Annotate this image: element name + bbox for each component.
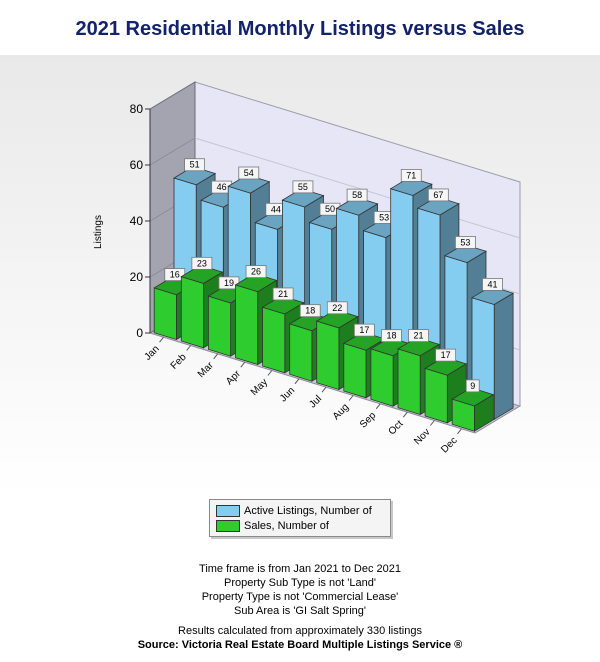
y-tick-label: 0 xyxy=(136,326,143,340)
data-label-active: 71 xyxy=(406,170,416,180)
chart-3d-bar: 0 20 40 60 80 Listings 51 46 54 44 55 50 58 53 71 67 53 4… xyxy=(0,55,600,495)
x-tick xyxy=(321,386,327,393)
bar-active-dec-side xyxy=(493,292,514,421)
y-tick-label: 40 xyxy=(130,214,144,228)
data-label-sales-box xyxy=(272,287,294,301)
bar-sales-may-front xyxy=(262,306,286,374)
data-label-active: 53 xyxy=(460,237,470,247)
bar-sales-jul-front xyxy=(316,320,340,391)
bar-sales-dec xyxy=(451,387,495,432)
x-tick xyxy=(402,411,408,418)
data-label-active-box xyxy=(482,278,503,291)
x-tick xyxy=(429,420,435,426)
data-label-active: 50 xyxy=(325,204,335,214)
footnote-type: Property Type is not 'Commercial Lease' xyxy=(201,591,399,603)
footnote-timeframe: Time frame is from Jan 2021 to Dec 2021 xyxy=(199,563,401,575)
data-label-sales: 23 xyxy=(197,258,207,268)
x-tick xyxy=(375,403,381,410)
footnote-results: Results calculated from approximately 33… xyxy=(178,625,422,637)
bar-sales-oct-front xyxy=(397,348,421,416)
data-label-sales: 22 xyxy=(332,303,342,313)
bar-sales-sep-front xyxy=(370,348,394,407)
footnote-source: Source: Victoria Real Estate Board Multi… xyxy=(137,639,463,651)
data-label-active: 58 xyxy=(352,190,362,200)
x-tick xyxy=(240,361,246,368)
data-label-sales-box xyxy=(435,348,457,362)
x-tick xyxy=(348,395,354,401)
legend: Active Listings, Number of Sales, Number… xyxy=(209,499,391,537)
data-label-sales-box xyxy=(326,301,348,315)
data-label-active-box xyxy=(400,169,422,182)
data-label-active: 67 xyxy=(433,190,443,200)
x-tick xyxy=(267,370,273,376)
y-tick-label: 60 xyxy=(130,158,144,172)
footnote-subtype: Property Sub Type is not 'Land' xyxy=(224,577,376,589)
data-label-sales-box xyxy=(465,379,480,393)
bar-sales-jan-front xyxy=(153,287,177,341)
gridline xyxy=(149,137,196,166)
data-label-active-box xyxy=(238,166,260,180)
y-axis-label: Listings xyxy=(93,215,104,249)
data-label-active: 54 xyxy=(244,168,254,178)
data-label-active: 44 xyxy=(271,204,281,214)
data-label-sales: 26 xyxy=(251,267,261,277)
x-tick xyxy=(457,428,462,435)
data-label-active-box xyxy=(346,188,368,202)
bar-sales-nov-front xyxy=(424,367,448,424)
data-label-sales: 17 xyxy=(359,325,369,335)
y-tick-label: 80 xyxy=(130,102,144,116)
data-label-sales-box xyxy=(299,304,321,318)
data-label-active-box xyxy=(184,158,205,172)
data-label-active: 51 xyxy=(190,160,200,170)
gridline xyxy=(194,137,521,239)
data-label-sales: 18 xyxy=(305,306,315,316)
data-label-sales-box xyxy=(408,329,429,343)
footnotes: Time frame is from Jan 2021 to Dec 2021 … xyxy=(0,562,600,652)
legend-label-active: Active Listings, Number of xyxy=(244,505,372,517)
legend-swatch-sales xyxy=(216,520,240,532)
bar-sales-jun-front xyxy=(289,323,313,382)
bar-sales-apr-front xyxy=(235,284,259,366)
data-label-sales: 17 xyxy=(441,350,451,360)
chart-title: 2021 Residential Monthly Listings versus… xyxy=(75,18,525,40)
y-tick-label: 20 xyxy=(130,270,144,284)
legend-item-sales: Sales, Number of xyxy=(216,519,329,533)
bar-sales-aug-front xyxy=(343,342,367,399)
data-label-sales: 16 xyxy=(170,270,180,280)
x-tick xyxy=(294,378,300,385)
data-label-active: 53 xyxy=(379,212,389,222)
legend-label-sales: Sales, Number of xyxy=(244,520,329,532)
legend-swatch-active xyxy=(216,505,240,517)
bar-sales-dec-top xyxy=(451,387,495,407)
bar-active-dec xyxy=(471,285,515,421)
footnote-subarea: Sub Area is 'GI Salt Spring' xyxy=(234,605,366,617)
data-label-active: 46 xyxy=(217,182,227,192)
data-label-active-box xyxy=(455,236,476,249)
data-label-active-box xyxy=(292,180,314,194)
data-label-sales-box xyxy=(381,329,402,343)
data-label-sales: 9 xyxy=(470,381,475,391)
data-label-sales-box xyxy=(353,323,375,337)
data-label-sales: 18 xyxy=(386,331,396,341)
x-tick xyxy=(159,336,164,343)
x-tick xyxy=(186,345,192,351)
data-label-active: 55 xyxy=(298,182,308,192)
bar-sales-feb-front xyxy=(180,276,204,349)
data-label-sales-box xyxy=(245,265,267,279)
data-label-active-box xyxy=(427,188,449,202)
data-label-active: 41 xyxy=(488,279,498,289)
data-label-sales: 19 xyxy=(224,278,234,288)
bar-sales-mar-front xyxy=(207,295,232,357)
data-label-sales: 21 xyxy=(278,289,288,299)
data-label-sales: 21 xyxy=(414,331,424,341)
data-label-sales-box xyxy=(191,256,213,270)
x-tick xyxy=(213,353,219,360)
legend-item-active: Active Listings, Number of xyxy=(216,504,372,518)
